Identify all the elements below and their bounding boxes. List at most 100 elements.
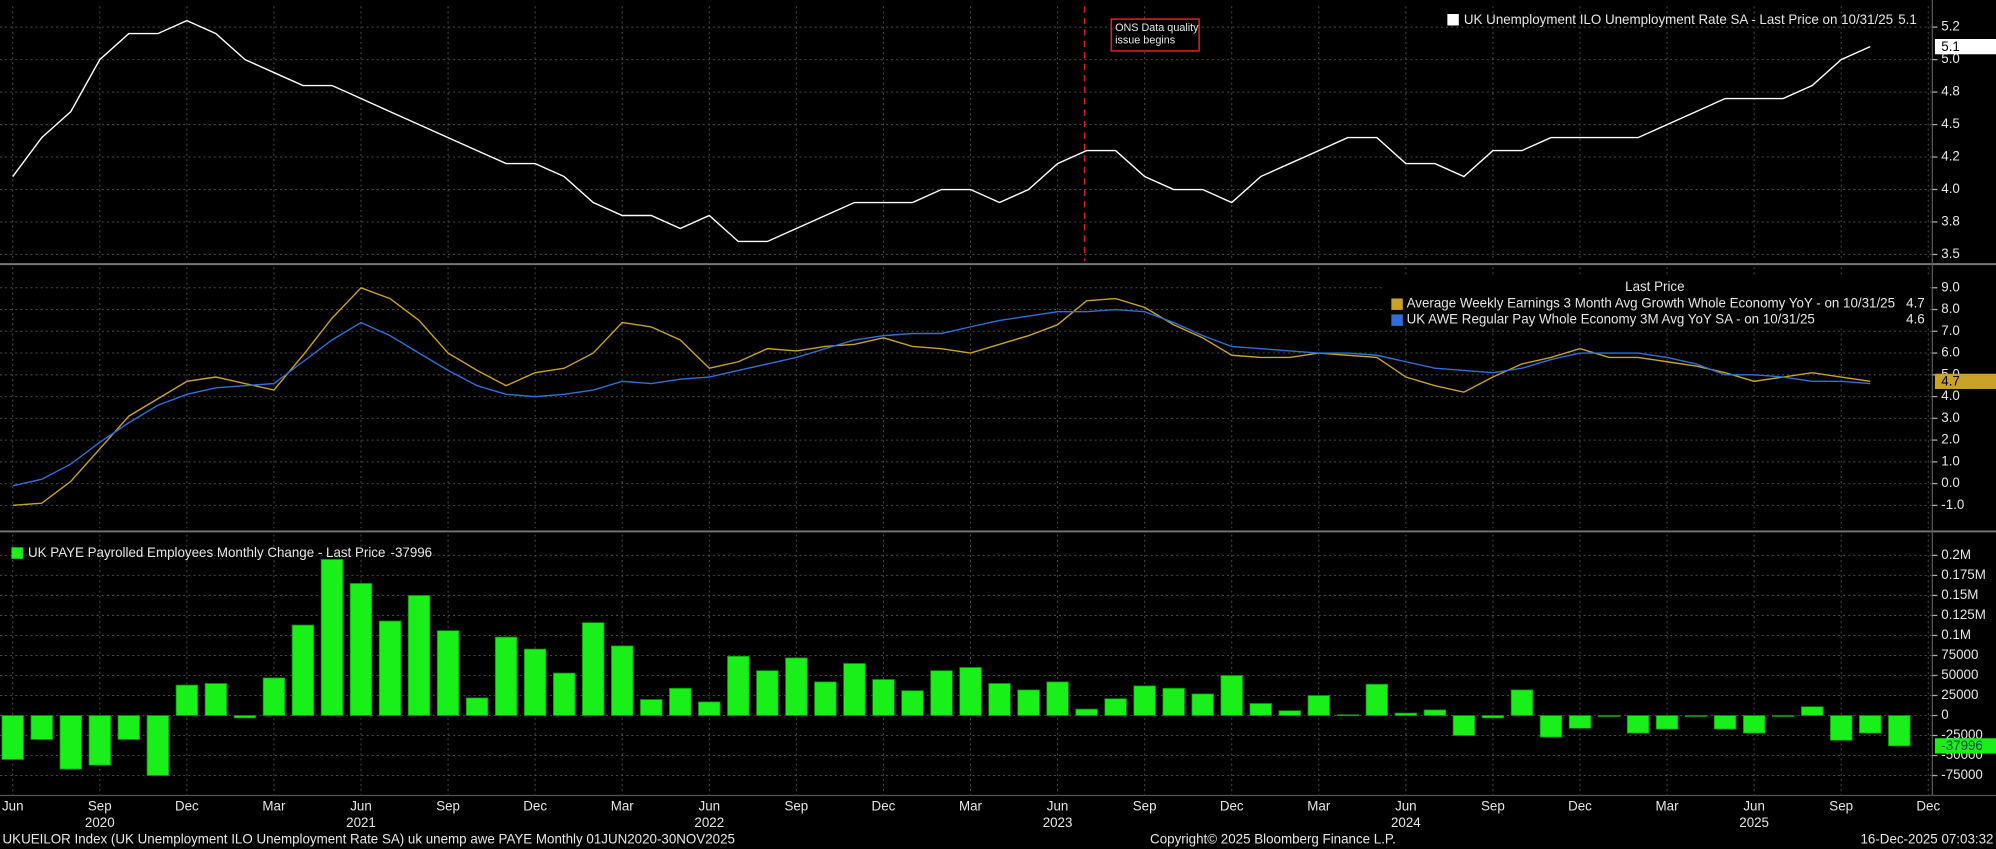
y-tick-label: 9.0 (1941, 279, 1960, 294)
bar (146, 715, 170, 776)
bar (698, 701, 721, 716)
y-tick-label: 75000 (1941, 647, 1978, 662)
legend-value: 5.1 (1898, 12, 1917, 27)
x-tick-label: Mar (959, 799, 983, 814)
y-tick-label: 8.0 (1941, 301, 1960, 316)
series-line (12, 308, 1871, 487)
bar (1626, 715, 1650, 734)
x-tick-label: Dec (1220, 799, 1244, 814)
legend-swatch (11, 547, 23, 559)
bar (872, 679, 895, 716)
bar (1075, 708, 1098, 716)
bar (930, 670, 953, 716)
legend-swatch (1391, 314, 1403, 326)
bar (1423, 709, 1447, 716)
bar (1046, 681, 1069, 716)
x-tick-label: Dec (175, 799, 199, 814)
bar (814, 681, 837, 716)
series-line (12, 286, 1871, 507)
bar (175, 684, 199, 716)
x-tick-label: Dec (1916, 799, 1940, 814)
x-tick-label: Sep (1133, 799, 1157, 814)
last-value-label: -37996 (1941, 738, 1983, 753)
bar (117, 715, 141, 740)
legend-box (1384, 274, 1930, 329)
x-tick-label: Jun (1743, 799, 1765, 814)
bar (233, 715, 257, 719)
bar (1859, 715, 1882, 734)
bar (1017, 689, 1040, 716)
bar (88, 715, 112, 766)
y-tick-label: 0.15M (1941, 587, 1978, 602)
y-tick-label: 3.0 (1941, 410, 1960, 425)
x-tick-label: Dec (1568, 799, 1592, 814)
bar (262, 677, 286, 716)
bar (1191, 693, 1214, 716)
footer-center: Copyright© 2025 Bloomberg Finance L.P. (1150, 832, 1396, 847)
bar (1220, 675, 1243, 716)
bar (1597, 715, 1621, 717)
last-value-tag (1934, 38, 1996, 55)
bar (1713, 715, 1737, 730)
y-tick-label: 4.8 (1941, 84, 1960, 99)
x-year-label: 2024 (1391, 815, 1421, 830)
y-tick-label: 7.0 (1941, 323, 1960, 338)
x-tick-label: Dec (872, 799, 896, 814)
bar (1684, 715, 1708, 717)
bar (349, 583, 373, 716)
annotation-text: ONS Data quality (1115, 22, 1199, 34)
bar (611, 645, 634, 716)
bar (1249, 703, 1272, 716)
legend-value: 4.7 (1906, 296, 1925, 311)
bar (1365, 683, 1389, 716)
bar (756, 670, 779, 716)
bar (1568, 715, 1592, 729)
footer-left: UKUEILOR Index (UK Unemployment ILO Unem… (3, 832, 735, 847)
annotation-text: issue begins (1115, 35, 1176, 47)
legend-value: -37996 (391, 545, 433, 560)
x-tick-label: Mar (1656, 799, 1680, 814)
bar (1133, 685, 1156, 716)
x-tick-label: Dec (523, 799, 547, 814)
bar (1481, 715, 1505, 719)
bar (1452, 715, 1476, 736)
bar (785, 657, 808, 716)
bar (640, 699, 663, 716)
bar (581, 622, 605, 716)
x-tick-label: Jun (1395, 799, 1417, 814)
x-tick-label: Jun (2, 799, 24, 814)
bar (959, 667, 982, 716)
bar (727, 655, 750, 716)
x-year-label: 2020 (85, 815, 115, 830)
legend-label: UK PAYE Payrolled Employees Monthly Chan… (28, 545, 385, 560)
bar (901, 690, 924, 716)
y-tick-label: -75000 (1941, 767, 1983, 782)
x-year-label: 2021 (346, 815, 376, 830)
y-tick-label: 0.0 (1941, 475, 1960, 490)
bar (436, 630, 460, 716)
bar (1104, 698, 1127, 716)
x-tick-label: Mar (611, 799, 635, 814)
bar (1307, 695, 1330, 716)
x-tick-label: Jun (1047, 799, 1069, 814)
y-tick-label: 0.2M (1941, 547, 1971, 562)
x-tick-label: Sep (88, 799, 112, 814)
bar (1655, 715, 1679, 730)
y-tick-label: 0.125M (1941, 607, 1986, 622)
bar (552, 672, 576, 716)
last-value-tag (1934, 373, 1996, 389)
y-tick-label: 5.2 (1941, 19, 1960, 34)
legend-label: UK AWE Regular Pay Whole Economy 3M Avg … (1407, 312, 1815, 327)
bar (1278, 710, 1301, 716)
y-tick-label: 25000 (1941, 687, 1978, 702)
bar (1830, 715, 1853, 741)
legend-value: 4.6 (1906, 312, 1925, 327)
x-tick-label: Mar (262, 799, 286, 814)
x-tick-label: Sep (784, 799, 808, 814)
bar (1510, 689, 1534, 716)
legend-swatch (1447, 14, 1459, 26)
bar (843, 663, 866, 716)
x-tick-label: Sep (1481, 799, 1505, 814)
bar (988, 683, 1011, 716)
y-tick-label: 5.0 (1941, 51, 1960, 66)
